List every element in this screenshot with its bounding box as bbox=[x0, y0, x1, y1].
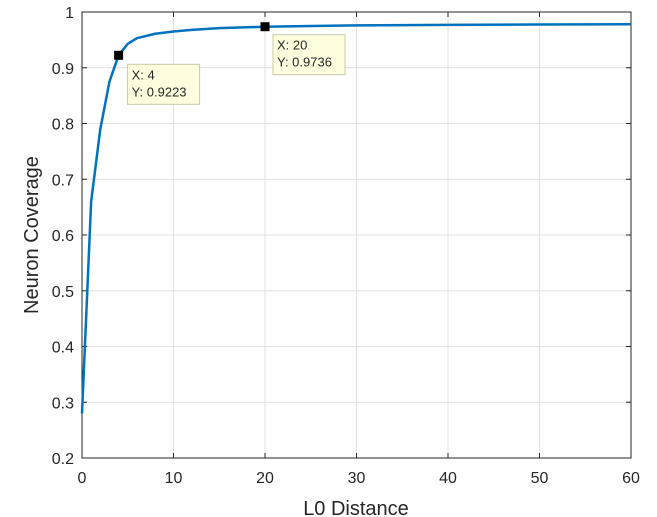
y-tick-label: 0.6 bbox=[52, 228, 74, 245]
x-tick-label: 30 bbox=[348, 470, 366, 487]
y-tick-label: 0.9 bbox=[52, 61, 74, 78]
series-group bbox=[80, 23, 632, 414]
y-axis-label: Neuron Coverage bbox=[21, 156, 43, 314]
x-tick-label: 40 bbox=[439, 470, 457, 487]
datatip-x-text: X: 4 bbox=[132, 67, 155, 82]
datatip-y-text: Y: 0.9736 bbox=[277, 55, 332, 70]
datatip-box bbox=[127, 63, 201, 105]
datatip-marker bbox=[114, 50, 124, 60]
x-tick-label: 50 bbox=[531, 470, 549, 487]
y-tick-label: 0.7 bbox=[52, 172, 74, 189]
y-axis-ticks: 0.2 0.3 0.4 0.5 0.6 0.7 0.8 0.9 1 bbox=[52, 5, 631, 468]
datatip-y-text: Y: 0.9223 bbox=[132, 84, 187, 99]
datatip-box bbox=[272, 34, 346, 76]
datatip: X: 20 Y: 0.9736 bbox=[260, 22, 346, 76]
x-tick-label: 10 bbox=[165, 470, 183, 487]
y-tick-label: 1 bbox=[65, 5, 74, 22]
x-tick-label: 0 bbox=[78, 470, 87, 487]
datatip-marker bbox=[260, 22, 270, 32]
datatip: X: 4 Y: 0.9223 bbox=[114, 50, 201, 105]
y-tick-label: 0.2 bbox=[52, 451, 74, 468]
y-tick-label: 0.4 bbox=[52, 340, 74, 357]
datatip-x-text: X: 20 bbox=[277, 38, 307, 53]
x-axis-label: L0 Distance bbox=[303, 498, 409, 517]
y-tick-label: 0.3 bbox=[52, 395, 74, 412]
x-tick-label: 60 bbox=[622, 470, 640, 487]
grid-lines bbox=[82, 12, 631, 458]
y-tick-label: 0.5 bbox=[52, 284, 74, 301]
datatips: X: 4 Y: 0.9223 X: 20 Y: 0.9736 bbox=[114, 22, 346, 105]
x-axis-ticks: 0 10 20 30 40 50 60 bbox=[78, 12, 640, 487]
x-tick-label: 20 bbox=[256, 470, 274, 487]
series-line bbox=[80, 23, 632, 414]
y-tick-label: 0.8 bbox=[52, 117, 74, 134]
